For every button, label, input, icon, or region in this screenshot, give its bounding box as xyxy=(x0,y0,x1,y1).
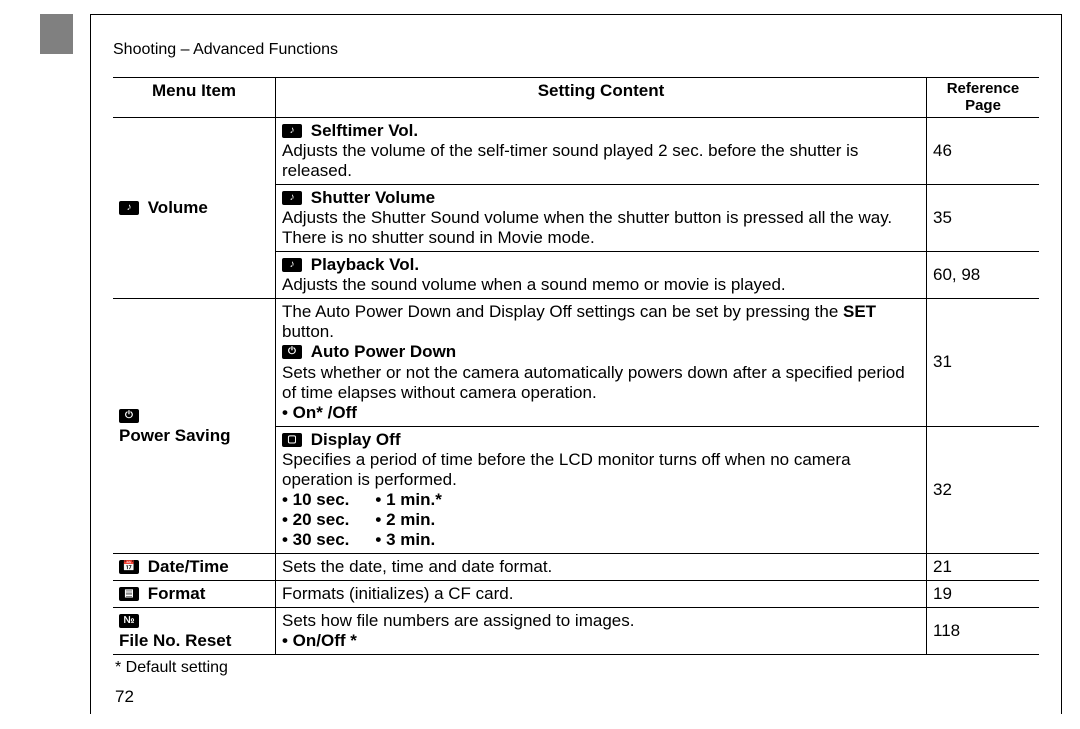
playback-icon xyxy=(282,258,302,272)
cell-shutter-ref: 35 xyxy=(927,185,1040,252)
fnr-label: File No. Reset xyxy=(119,631,231,650)
row-power-auto: Power Saving The Auto Power Down and Dis… xyxy=(113,299,1039,426)
cell-datetime-label: Date/Time xyxy=(113,553,276,580)
cell-display-off: Display Off Specifies a period of time b… xyxy=(276,426,927,553)
cell-datetime-desc: Sets the date, time and date format. xyxy=(276,553,927,580)
col-reference-page: ReferencePage xyxy=(927,78,1040,118)
volume-icon xyxy=(119,201,139,215)
doff-r2b: • 2 min. xyxy=(375,510,435,530)
apd-intro-set: SET xyxy=(843,302,876,321)
manual-page: Shooting – Advanced Functions Menu Item … xyxy=(0,0,1080,729)
cell-auto-power-down: The Auto Power Down and Display Off sett… xyxy=(276,299,927,426)
cell-fnr-ref: 118 xyxy=(927,608,1040,655)
power-saving-label: Power Saving xyxy=(119,426,230,445)
apd-title: Auto Power Down xyxy=(311,342,456,361)
display-off-desc: Specifies a period of time before the LC… xyxy=(282,450,851,489)
apd-desc: Sets whether or not the camera automatic… xyxy=(282,363,905,402)
apd-opts: • On* /Off xyxy=(282,403,357,422)
row-datetime: Date/Time Sets the date, time and date f… xyxy=(113,553,1039,580)
format-label: Format xyxy=(148,584,206,603)
cell-playback-ref: 60, 98 xyxy=(927,252,1040,299)
thumb-tab xyxy=(40,14,73,54)
format-icon xyxy=(119,587,139,601)
selftimer-desc: Adjusts the volume of the self-timer sou… xyxy=(282,141,858,180)
auto-power-down-icon xyxy=(282,345,302,359)
apd-intro1: The Auto Power Down and Display Off sett… xyxy=(282,302,843,321)
shutter-title: Shutter Volume xyxy=(311,188,435,207)
cell-format-label: Format xyxy=(113,580,276,607)
col-menu-item: Menu Item xyxy=(113,78,276,118)
page-number: 72 xyxy=(115,687,1039,707)
cell-fnr-content: Sets how file numbers are assigned to im… xyxy=(276,608,927,655)
cell-datetime-ref: 21 xyxy=(927,553,1040,580)
col-setting-content: Setting Content xyxy=(276,78,927,118)
shutter-icon xyxy=(282,191,302,205)
table-header-row: Menu Item Setting Content ReferencePage xyxy=(113,78,1039,118)
row-format: Format Formats (initializes) a CF card. … xyxy=(113,580,1039,607)
playback-title: Playback Vol. xyxy=(311,255,419,274)
cell-volume-label: Volume xyxy=(113,118,276,299)
cell-playback: Playback Vol. Adjusts the sound volume w… xyxy=(276,252,927,299)
doff-r1b: • 1 min.* xyxy=(375,490,441,510)
cell-power-label: Power Saving xyxy=(113,299,276,554)
power-saving-icon xyxy=(119,409,139,423)
date-time-icon xyxy=(119,560,139,574)
cell-selftimer-ref: 46 xyxy=(927,118,1040,185)
cell-selftimer: Selftimer Vol. Adjusts the volume of the… xyxy=(276,118,927,185)
doff-r3a: • 30 sec. xyxy=(282,530,349,550)
shutter-desc: Adjusts the Shutter Sound volume when th… xyxy=(282,208,892,247)
row-volume-selftimer: Volume Selftimer Vol. Adjusts the volume… xyxy=(113,118,1039,185)
fnr-desc: Sets how file numbers are assigned to im… xyxy=(282,611,634,630)
display-off-title: Display Off xyxy=(311,430,401,449)
row-filenoreset: File No. Reset Sets how file numbers are… xyxy=(113,608,1039,655)
cell-apd-ref: 31 xyxy=(927,299,1040,426)
playback-desc: Adjusts the sound volume when a sound me… xyxy=(282,275,786,294)
menu-table: Menu Item Setting Content ReferencePage … xyxy=(113,77,1039,655)
page-frame: Shooting – Advanced Functions Menu Item … xyxy=(90,14,1062,714)
doff-r1a: • 10 sec. xyxy=(282,490,349,510)
doff-r3b: • 3 min. xyxy=(375,530,435,550)
doff-r2a: • 20 sec. xyxy=(282,510,349,530)
section-title: Shooting – Advanced Functions xyxy=(113,41,1039,59)
file-no-reset-icon xyxy=(119,614,139,628)
datetime-label: Date/Time xyxy=(148,557,229,576)
cell-shutter: Shutter Volume Adjusts the Shutter Sound… xyxy=(276,185,927,252)
cell-fnr-label: File No. Reset xyxy=(113,608,276,655)
cell-format-ref: 19 xyxy=(927,580,1040,607)
cell-format-desc: Formats (initializes) a CF card. xyxy=(276,580,927,607)
apd-intro2: button. xyxy=(282,322,334,341)
fnr-opts: • On/Off * xyxy=(282,631,357,650)
selftimer-title: Selftimer Vol. xyxy=(311,121,418,140)
cell-doff-ref: 32 xyxy=(927,426,1040,553)
volume-label: Volume xyxy=(148,198,208,217)
footnote: * Default setting xyxy=(115,659,1039,677)
display-off-icon xyxy=(282,433,302,447)
selftimer-icon xyxy=(282,124,302,138)
